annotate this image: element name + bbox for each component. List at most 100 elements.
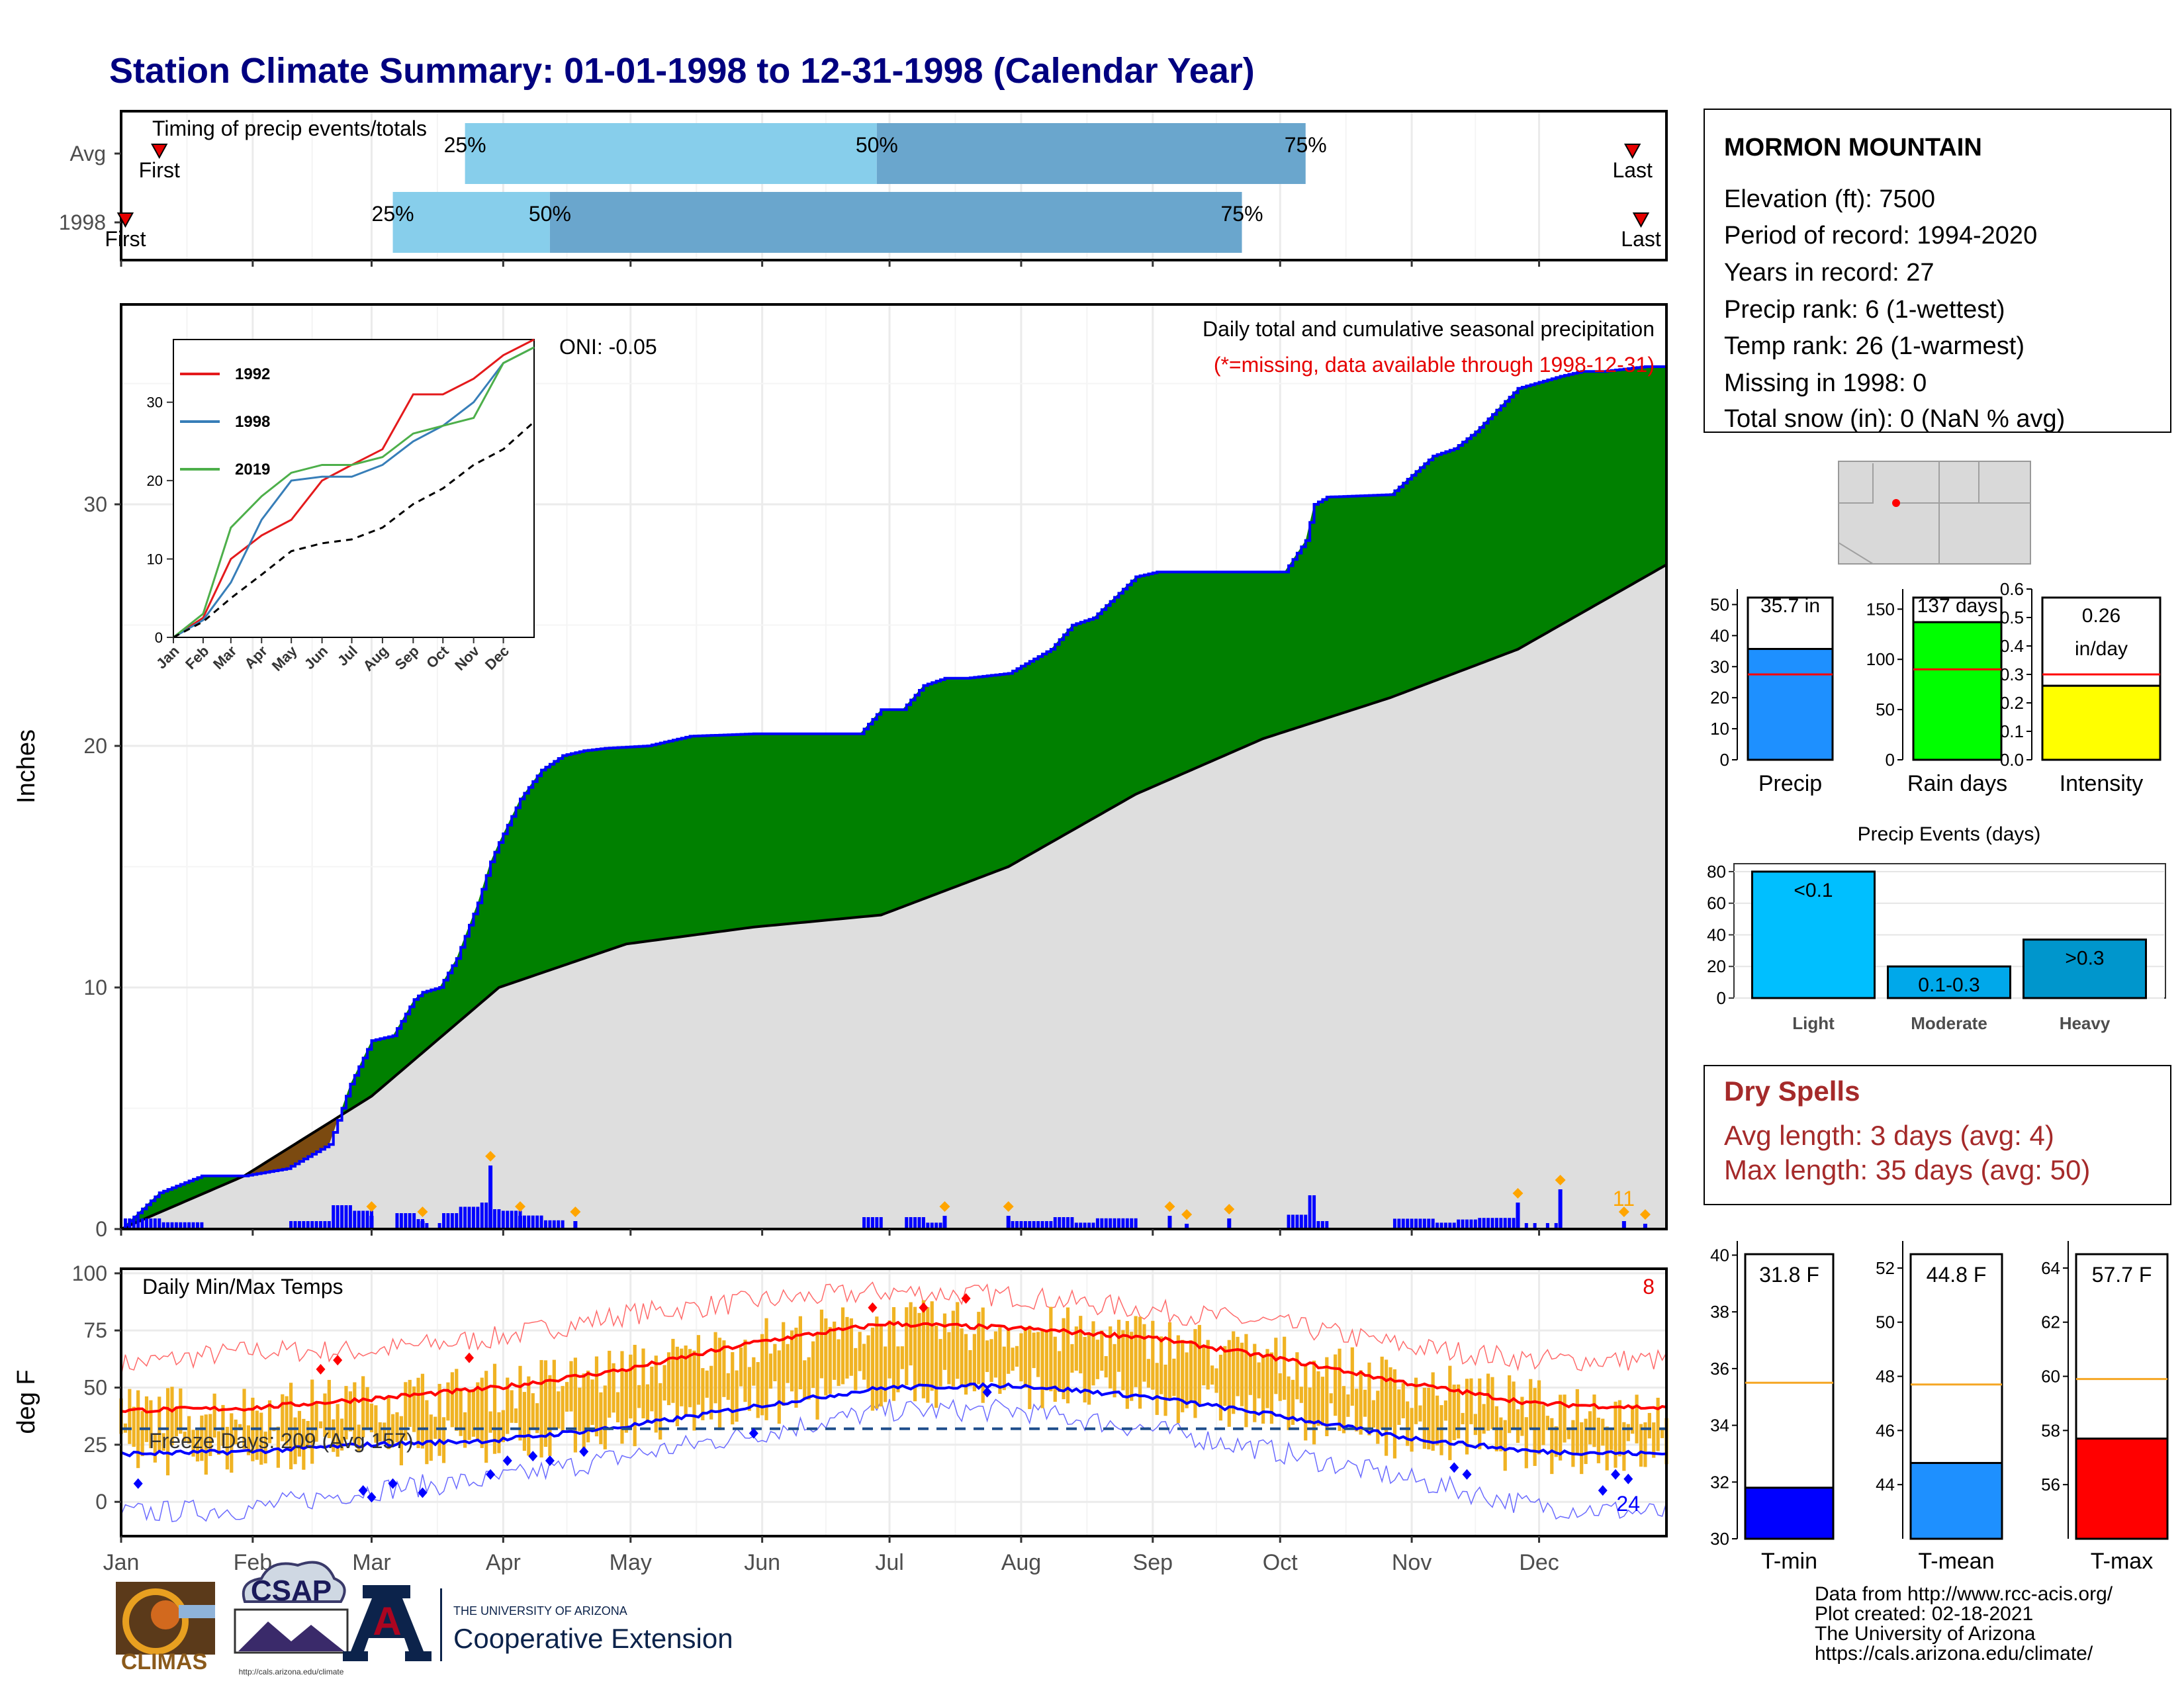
inset-x-tick-label: Jan xyxy=(153,643,182,672)
daily-temp-range-bar xyxy=(760,1334,764,1416)
daily-temp-range-bar xyxy=(1308,1387,1312,1424)
daily-temp-range-bar xyxy=(310,1379,314,1464)
daily-temp-range-bar xyxy=(158,1396,161,1451)
month-tick-label: Oct xyxy=(1263,1550,1298,1575)
daily-temp-range-bar xyxy=(1342,1386,1346,1434)
daily-temp-range-bar xyxy=(484,1371,488,1463)
daily-temp-range-bar xyxy=(726,1373,730,1400)
daily-precip-peak-bar xyxy=(369,1216,374,1229)
daily-temp-range-bar xyxy=(1287,1376,1291,1430)
daily-temp-range-bar xyxy=(811,1341,815,1388)
precip-summary-bars: 0 10 20 30 40 50 35.7 in Precip 0 50 100 150 137 day… xyxy=(1710,579,2161,796)
daily-precip-bar xyxy=(353,1211,357,1229)
daily-temp-range-bar xyxy=(1643,1422,1647,1467)
daily-temp-range-bar xyxy=(1125,1320,1129,1409)
daily-precip-bar xyxy=(484,1203,488,1229)
daily-temp-range-bar xyxy=(1079,1316,1083,1374)
daily-precip-peak-bar xyxy=(1558,1189,1563,1229)
daily-temp-range-bar xyxy=(887,1320,891,1379)
daily-precip-bar xyxy=(1036,1221,1040,1229)
daily-temp-range-bar xyxy=(1172,1358,1176,1396)
summary-value-bar xyxy=(2041,684,2161,761)
daily-precip-bar xyxy=(1490,1218,1494,1229)
extreme-precip-marker xyxy=(417,1207,428,1217)
month-tick-label: Sep xyxy=(1133,1550,1173,1575)
daily-temp-range-bar xyxy=(221,1404,225,1446)
daily-temp-range-bar xyxy=(369,1403,374,1433)
daily-precip-bar xyxy=(1397,1218,1401,1229)
daily-temp-range-bar xyxy=(1647,1412,1651,1439)
temp-summary-tick-label: 56 xyxy=(2041,1475,2060,1494)
daily-temp-range-bar xyxy=(1329,1393,1333,1404)
temp-summary-value-label: 31.8 F xyxy=(1759,1263,1819,1287)
daily-temp-range-bar xyxy=(1427,1387,1431,1449)
daily-temp-range-bar xyxy=(420,1373,425,1449)
daily-precip-bar xyxy=(1087,1222,1091,1229)
record-high-marker xyxy=(961,1293,971,1304)
daily-temp-range-bar xyxy=(1278,1373,1282,1401)
daily-temp-range-bar xyxy=(455,1369,459,1431)
daily-precip-bar xyxy=(1499,1218,1503,1229)
daily-temp-range-bar xyxy=(1503,1420,1507,1471)
temp-summary-tick-label: 34 xyxy=(1710,1416,1729,1436)
daily-temp-range-bar xyxy=(1083,1337,1087,1403)
daily-precip-bar xyxy=(480,1203,484,1229)
dry-spells-avg: Avg length: 3 days (avg: 4) xyxy=(1724,1120,2054,1151)
daily-temp-range-bar xyxy=(230,1413,234,1473)
daily-temp-range-bar xyxy=(501,1410,505,1443)
daily-temp-range-bar xyxy=(1087,1333,1091,1405)
daily-precip-bar xyxy=(1058,1217,1062,1229)
daily-temp-range-bar xyxy=(803,1360,807,1398)
daily-temp-range-bar xyxy=(187,1416,191,1444)
station-missing: Missing in 1998: 0 xyxy=(1724,369,1927,397)
daily-temp-range-bar xyxy=(1371,1400,1375,1428)
summary-tick-label: 0.1 xyxy=(2000,721,2024,741)
daily-precip-peak-bar xyxy=(488,1165,493,1229)
inset-line-2019 xyxy=(173,346,535,639)
daily-temp-range-bar xyxy=(1291,1379,1295,1425)
station-elevation: Elevation (ft): 7500 xyxy=(1724,185,1935,213)
timing-p50-label: 50% xyxy=(856,133,898,157)
daily-precip-peak-bar xyxy=(573,1221,578,1229)
daily-precip-bar xyxy=(1443,1222,1447,1229)
daily-temp-range-bar xyxy=(1049,1306,1053,1392)
daily-temp-range-bar xyxy=(1015,1346,1019,1367)
daily-temp-range-bar xyxy=(1596,1418,1600,1463)
daily-temp-range-bar xyxy=(845,1316,849,1379)
daily-precip-bar xyxy=(1410,1218,1414,1229)
temp-summary-tick-label: 30 xyxy=(1710,1529,1729,1549)
daily-temp-range-bar xyxy=(1435,1395,1439,1445)
extreme-precip-count: 11 xyxy=(1613,1187,1635,1211)
daily-temp-range-bar xyxy=(1524,1417,1528,1469)
csap-url: http://cals.arizona.edu/climate xyxy=(239,1667,344,1676)
daily-precip-bar xyxy=(552,1220,556,1229)
station-name: MORMON MOUNTAIN xyxy=(1724,134,1982,161)
timing-last-marker xyxy=(1623,144,1641,160)
daily-precip-bar xyxy=(535,1215,539,1229)
temp-summary-tick-label: 38 xyxy=(1710,1302,1729,1322)
record-low-marker xyxy=(1462,1469,1472,1480)
summary-value-bar xyxy=(1747,648,1834,761)
daily-precip-peak-bar xyxy=(942,1216,947,1229)
inset-legend-label: 1992 xyxy=(235,365,270,383)
daily-temp-range-bar xyxy=(565,1382,569,1412)
daily-temp-range-bar xyxy=(1028,1326,1032,1410)
summary-tick-label: 150 xyxy=(1866,599,1895,619)
timing-p50-label: 50% xyxy=(529,202,571,226)
daily-precip-bar xyxy=(1079,1222,1083,1229)
daily-temp-range-bar xyxy=(1499,1417,1503,1451)
daily-temp-range-bar xyxy=(964,1334,968,1395)
daily-temp-range-bar xyxy=(1469,1378,1473,1424)
daily-temp-range-bar xyxy=(497,1412,501,1453)
month-tick-label: Dec xyxy=(1519,1550,1559,1575)
summary-tick-label: 0 xyxy=(1720,750,1729,770)
daily-temp-range-bar xyxy=(412,1386,416,1432)
dry-spells-max: Max length: 35 days (avg: 50) xyxy=(1724,1154,2090,1185)
daily-temp-range-bar xyxy=(582,1373,586,1448)
daily-temp-range-bar xyxy=(1155,1363,1159,1415)
daily-temp-range-bar xyxy=(972,1334,976,1392)
daily-temp-range-bar xyxy=(786,1344,790,1383)
temp-summary-tick-label: 52 xyxy=(1876,1258,1895,1278)
daily-temp-range-bar xyxy=(216,1431,221,1455)
extreme-precip-marker xyxy=(1181,1209,1193,1220)
